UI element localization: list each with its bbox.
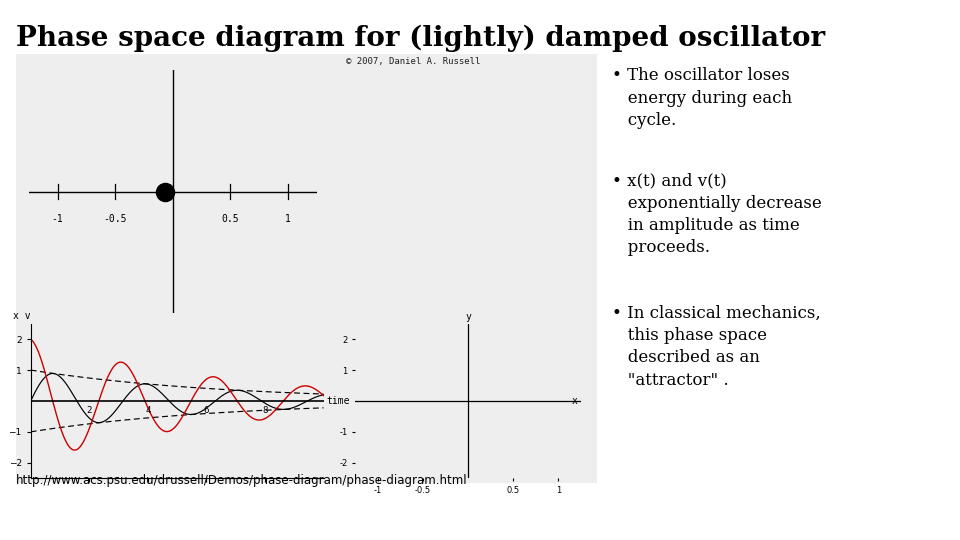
Text: 0.5: 0.5 <box>222 214 239 224</box>
Text: 6: 6 <box>204 407 209 415</box>
Text: -1: -1 <box>52 214 63 224</box>
Text: 5: 5 <box>936 515 946 530</box>
Text: y: y <box>465 313 471 322</box>
Text: -0.5: -0.5 <box>104 214 127 224</box>
Text: x: x <box>572 396 578 406</box>
Text: 8: 8 <box>262 407 268 415</box>
Text: http://www.acs.psu.edu/drussell/Demos/phase-diagram/phase-diagram.html: http://www.acs.psu.edu/drussell/Demos/ph… <box>16 474 468 487</box>
Text: • In classical mechanics,
   this phase space
   described as an
   "attractor" : • In classical mechanics, this phase spa… <box>612 305 821 389</box>
Text: 1: 1 <box>285 214 291 224</box>
Text: 4: 4 <box>145 407 151 415</box>
Text: • x(t) and v(t)
   exponentially decrease
   in amplitude as time
   proceeds.: • x(t) and v(t) exponentially decrease i… <box>612 173 822 256</box>
Text: time: time <box>326 396 350 406</box>
Text: Phase space diagram for (lightly) damped oscillator: Phase space diagram for (lightly) damped… <box>16 24 826 52</box>
Text: 2: 2 <box>86 407 92 415</box>
Text: • The oscillator loses
   energy during each
   cycle.: • The oscillator loses energy during eac… <box>612 68 793 129</box>
Text: © 2007, Daniel A. Russell: © 2007, Daniel A. Russell <box>346 57 480 66</box>
Text: x v: x v <box>13 311 31 321</box>
